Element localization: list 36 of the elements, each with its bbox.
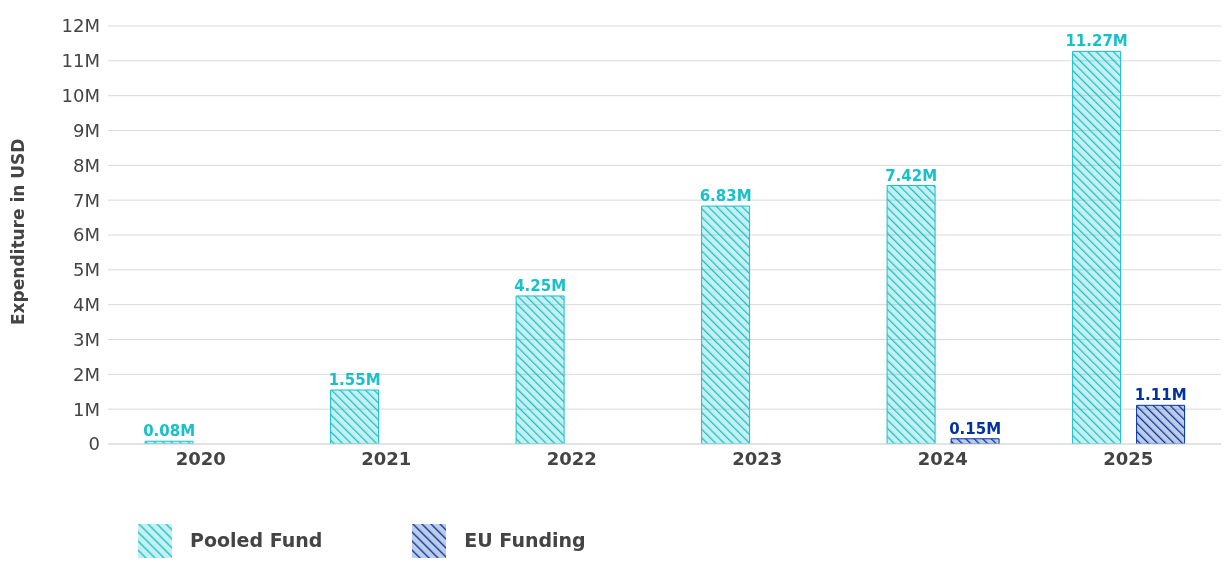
y-tick-label: 6M: [73, 224, 100, 246]
legend-label: Pooled Fund: [190, 528, 323, 551]
bar: [701, 205, 751, 444]
y-tick-label: 0: [88, 433, 100, 455]
legend-label: EU Funding: [464, 528, 586, 551]
y-tick-label: 7M: [73, 189, 100, 211]
y-tick-label: 8M: [73, 154, 100, 176]
bar: [1136, 404, 1186, 444]
data-label: 1.11M: [1134, 386, 1187, 405]
x-tick-label: 2024: [917, 447, 968, 469]
y-tick-label: 1M: [73, 398, 100, 420]
bar: [330, 389, 380, 444]
bar: [1072, 50, 1122, 444]
x-tick-label: 2022: [546, 447, 597, 469]
data-label: 6.83M: [699, 187, 752, 206]
x-tick-label: 2023: [732, 447, 783, 469]
data-label: 11.27M: [1065, 32, 1128, 51]
y-axis-title: Expenditure in USD: [8, 138, 29, 325]
y-tick-label: 9M: [73, 119, 100, 141]
data-label: 4.25M: [514, 276, 567, 295]
y-tick-label: 5M: [73, 259, 100, 281]
y-tick-label: 2M: [73, 363, 100, 385]
bar: [886, 185, 936, 444]
y-tick-label: 10M: [61, 85, 100, 107]
data-label: 1.55M: [328, 371, 381, 390]
y-tick-label: 3M: [73, 328, 100, 350]
y-tick-label: 4M: [73, 294, 100, 316]
data-label: 0.15M: [949, 419, 1002, 438]
data-label: 0.08M: [143, 422, 196, 441]
data-label: 7.42M: [885, 166, 938, 185]
x-tick-label: 2021: [361, 447, 412, 469]
x-tick-label: 2025: [1103, 447, 1154, 469]
bar: [515, 295, 565, 444]
x-tick-label: 2020: [175, 447, 226, 469]
y-tick-label: 12M: [61, 15, 100, 37]
y-tick-label: 11M: [61, 50, 100, 72]
